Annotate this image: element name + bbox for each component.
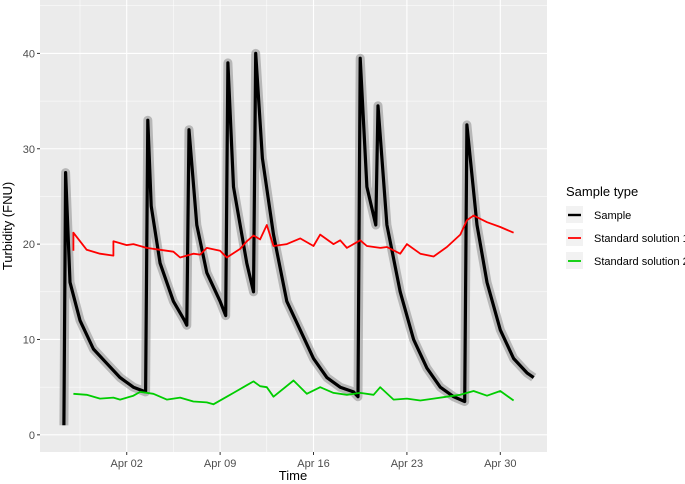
series-lines bbox=[62, 51, 535, 426]
y-tick-label: 40 bbox=[23, 48, 35, 60]
y-axis-title: Turbidity (FNU) bbox=[0, 182, 15, 270]
y-axis-ticks: 0 10 20 30 40 bbox=[23, 48, 40, 442]
legend-label: Standard solution 2 bbox=[594, 256, 685, 268]
x-tick-label: Apr 09 bbox=[204, 458, 236, 470]
plot-panel bbox=[40, 0, 547, 452]
x-tick-label: Apr 23 bbox=[391, 458, 423, 470]
legend: Sample type Sample Standard solution 1 Sta… bbox=[566, 184, 685, 269]
legend-label: Standard solution 1 bbox=[594, 233, 685, 245]
y-tick-label: 0 bbox=[29, 430, 35, 442]
x-axis-title: Time bbox=[279, 468, 307, 483]
y-tick-label: 20 bbox=[23, 239, 35, 251]
series-line-standard-1 bbox=[72, 214, 514, 259]
y-tick-label: 30 bbox=[23, 144, 35, 156]
x-axis-ticks: Apr 02 Apr 09 Apr 16 Apr 23 Apr 30 bbox=[111, 452, 517, 470]
series-line-standard-2 bbox=[73, 379, 515, 406]
y-tick-label: 10 bbox=[23, 334, 35, 346]
x-tick-label: Apr 02 bbox=[111, 458, 143, 470]
x-tick-label: Apr 30 bbox=[484, 458, 516, 470]
legend-label: Sample bbox=[594, 210, 631, 222]
legend-title: Sample type bbox=[566, 184, 638, 199]
series-line-sample bbox=[62, 51, 535, 426]
x-tick-label: Apr 16 bbox=[297, 458, 329, 470]
